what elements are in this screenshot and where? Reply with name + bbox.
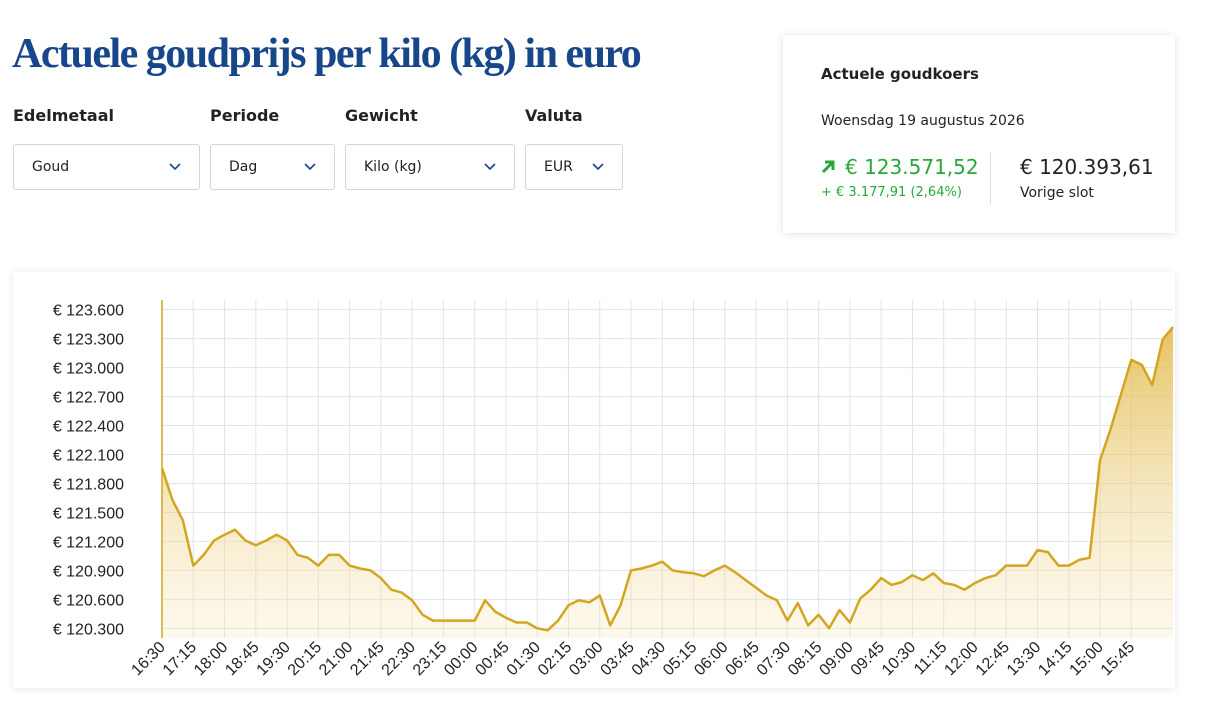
y-tick-label: € 123.300	[53, 332, 124, 349]
x-tick-label: 21:00	[316, 639, 356, 679]
filter: Edelmetaal Goud	[13, 106, 200, 190]
x-tick-label: 21:45	[347, 639, 387, 679]
x-tick-label: 17:15	[160, 639, 200, 679]
x-tick-label: 16:30	[128, 639, 168, 679]
x-tick-label: 03:45	[598, 639, 638, 679]
x-tick-label: 23:15	[410, 639, 450, 679]
x-tick-label: 07:30	[754, 639, 794, 679]
x-tick-label: 05:15	[660, 639, 700, 679]
filter-label: Gewicht	[345, 106, 418, 125]
x-tick-label: 09:00	[816, 639, 856, 679]
dropdown-value: Dag	[229, 159, 258, 175]
x-tick-label: 02:15	[535, 639, 575, 679]
y-tick-label: € 123.000	[53, 361, 124, 378]
quote-change: + € 3.177,91 (2,64%)	[821, 185, 962, 200]
previous-close: € 120.393,61	[1020, 155, 1154, 179]
previous-close-label: Vorige slot	[1020, 185, 1094, 201]
dropdown-value: EUR	[544, 159, 573, 175]
x-tick-label: 00:45	[472, 639, 512, 679]
filter: Periode Dag	[210, 106, 335, 190]
x-tick-label: 04:30	[629, 639, 669, 679]
filter: Valuta EUR	[525, 106, 623, 190]
filter-label: Edelmetaal	[13, 106, 114, 125]
page-title: Actuele goudprijs per kilo (kg) in euro	[12, 31, 642, 77]
filter: Gewicht Kilo (kg)	[345, 106, 515, 190]
x-tick-label: 01:30	[504, 639, 544, 679]
x-tick-label: 18:45	[222, 639, 262, 679]
chevron	[169, 163, 181, 171]
chevron	[304, 163, 316, 171]
chart-card: € 120.300 € 120.600 € 120.900 € 121.200 € 12…	[13, 272, 1175, 688]
line	[160, 326, 1174, 632]
area	[162, 327, 1173, 638]
x-tick-label: 00:00	[441, 639, 481, 679]
x-tick-label: 15:00	[1067, 639, 1107, 679]
filter-label: Periode	[210, 106, 280, 125]
x-tick-label: 09:45	[848, 639, 888, 679]
y-tick-label: € 121.200	[53, 534, 124, 551]
dropdown[interactable]: Kilo (kg)	[345, 144, 515, 190]
quote-date: Woensdag 19 augustus 2026	[821, 113, 1025, 129]
y-tick-label: € 120.300	[53, 621, 124, 638]
x-tick-label: 08:15	[785, 639, 825, 679]
x-tick-label: 12:45	[973, 639, 1013, 679]
x-tick-label: 13:30	[1004, 639, 1044, 679]
y-tick-label: € 121.800	[53, 476, 124, 493]
x-tick-label: 22:30	[379, 639, 419, 679]
x-tick-label: 11:15	[911, 639, 951, 679]
x-tick-label: 06:45	[723, 639, 763, 679]
chevron	[592, 163, 604, 171]
x-tick-label: 03:00	[566, 639, 606, 679]
quote-price-row: € 123.571,52	[821, 155, 979, 179]
up-arrow	[821, 160, 835, 174]
x-tick-label: 15:45	[1098, 639, 1138, 679]
chart: € 120.300 € 120.600 € 120.900 € 121.200 € 12…	[53, 300, 1174, 679]
quote-card: Actuele goudkoers Woensdag 19 augustus 2…	[783, 35, 1175, 233]
y-tick-label: € 122.100	[53, 448, 124, 465]
y-tick-label: € 123.600	[53, 303, 124, 320]
y-tick-label: € 122.700	[53, 390, 124, 407]
chevron	[484, 163, 496, 171]
quote-price: € 123.571,52	[845, 155, 979, 179]
dropdown[interactable]: EUR	[525, 144, 623, 190]
dropdown-value: Kilo (kg)	[364, 159, 422, 175]
y-tick-label: € 120.900	[53, 563, 124, 580]
dropdown[interactable]: Dag	[210, 144, 335, 190]
x-tick-label: 14:15	[1035, 639, 1075, 679]
x-tick-label: 20:15	[285, 639, 325, 679]
y-tick-label: € 121.500	[53, 505, 124, 522]
dropdown[interactable]: Goud	[13, 144, 200, 190]
x-tick-label: 12:00	[941, 639, 981, 679]
separator	[990, 152, 991, 204]
dropdown-value: Goud	[32, 159, 70, 175]
quote-title: Actuele goudkoers	[821, 65, 979, 83]
y-tick-label: € 122.400	[53, 419, 124, 436]
x-tick-label: 10:30	[879, 639, 919, 679]
x-tick-label: 18:00	[191, 639, 231, 679]
x-tick-label: 19:30	[254, 639, 294, 679]
filter-label: Valuta	[525, 106, 583, 125]
x-tick-label: 06:00	[691, 639, 731, 679]
y-tick-label: € 120.600	[53, 592, 124, 609]
